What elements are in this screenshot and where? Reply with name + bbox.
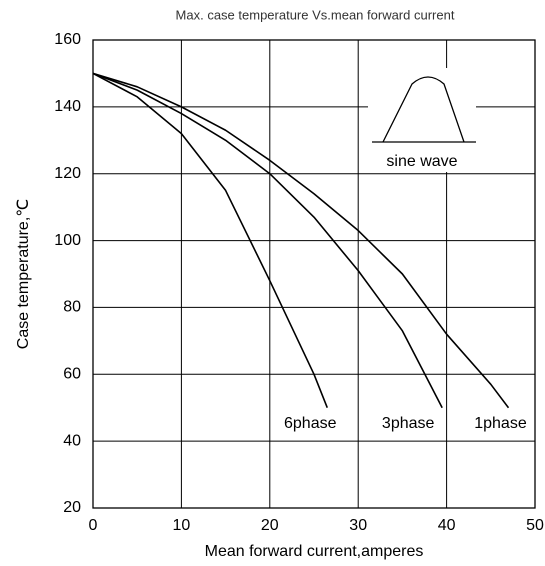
- y-tick-label: 20: [63, 499, 81, 516]
- x-tick-label: 40: [438, 517, 456, 534]
- series-line: [92, 72, 329, 409]
- series-label: 3phase: [382, 415, 435, 432]
- x-tick-label: 10: [173, 517, 191, 534]
- y-tick-label: 60: [63, 366, 81, 383]
- series-line: [92, 72, 510, 409]
- chart-title: Max. case temperature Vs.mean forward cu…: [176, 7, 455, 22]
- y-tick-label: 80: [63, 299, 81, 316]
- x-tick-label: 30: [349, 517, 367, 534]
- y-tick-label: 120: [54, 165, 81, 182]
- annotation: sine wave: [386, 153, 457, 170]
- sine-wave-icon: [382, 76, 465, 143]
- y-tick-label: 160: [54, 31, 81, 48]
- series-line: [92, 72, 443, 409]
- plot-frame: [92, 39, 536, 509]
- x-tick-label: 20: [261, 517, 279, 534]
- x-tick-label: 50: [526, 517, 544, 534]
- inset-background: [368, 68, 476, 172]
- y-tick-label: 140: [54, 98, 81, 115]
- series-label: 1phase: [474, 415, 527, 432]
- series-label: 6phase: [284, 415, 337, 432]
- x-tick-label: 0: [89, 517, 98, 534]
- x-axis-label: Mean forward current,amperes: [205, 543, 424, 560]
- y-tick-label: 40: [63, 432, 81, 449]
- y-tick-label: 100: [54, 232, 81, 249]
- y-axis-label: Case temperature,℃: [15, 199, 32, 349]
